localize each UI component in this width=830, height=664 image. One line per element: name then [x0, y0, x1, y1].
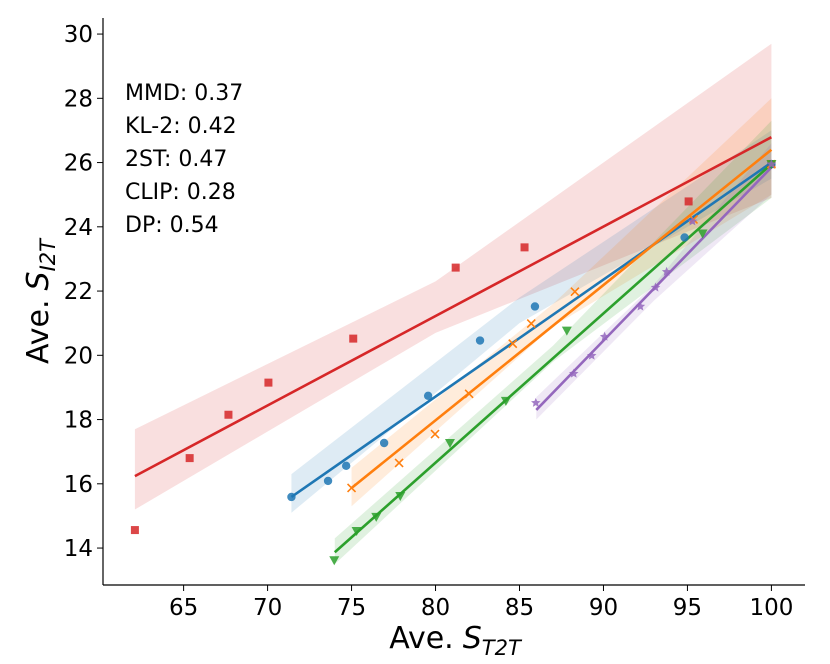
y-tick-label: 14 [64, 536, 93, 562]
confidence-band [134, 43, 772, 510]
point [130, 526, 139, 535]
point [586, 350, 597, 360]
point [351, 527, 362, 537]
y-tick-label: 16 [64, 472, 93, 498]
point [526, 318, 536, 329]
axis-label-subscript: T2T [482, 636, 523, 660]
point [430, 429, 440, 439]
point [684, 197, 693, 206]
point [451, 263, 460, 272]
y-tick-label: 30 [64, 22, 93, 48]
y-tick-label: 20 [64, 343, 93, 369]
annotation: CLIP: 0.28 [125, 180, 236, 205]
fit-line [350, 148, 773, 489]
point [520, 243, 529, 252]
point [561, 326, 572, 336]
y-tick-label: 24 [64, 215, 93, 241]
axis-label: Ave. SI2T [21, 237, 60, 364]
point [287, 492, 296, 502]
point [264, 378, 273, 387]
point [346, 483, 357, 493]
point [349, 334, 358, 343]
axis-label-prefix: Ave. [21, 299, 56, 364]
point [500, 396, 511, 406]
annotation: MMD: 0.37 [125, 81, 243, 106]
point [341, 461, 351, 471]
point [530, 302, 540, 311]
point [531, 397, 541, 407]
x-tick-label: 85 [505, 595, 534, 621]
fit-line [333, 163, 773, 554]
annotation: DP: 0.54 [125, 213, 219, 238]
point [697, 229, 708, 239]
point [394, 458, 404, 468]
point [680, 233, 689, 242]
y-tick-label: 18 [64, 408, 93, 434]
point [323, 476, 333, 486]
axis-label-prefix: Ave. [389, 621, 454, 656]
point [635, 301, 646, 311]
point [475, 336, 485, 345]
x-tick-label: 70 [253, 595, 282, 621]
point [395, 492, 406, 502]
y-tick-label: 26 [64, 151, 93, 177]
point [371, 512, 382, 522]
axis-label-symbol: S [463, 621, 482, 656]
x-tick-label: 95 [673, 595, 702, 621]
point [570, 287, 580, 297]
point [423, 391, 433, 400]
point [508, 339, 518, 349]
point [650, 282, 661, 292]
annotation: 2ST: 0.47 [125, 147, 227, 172]
point [568, 368, 579, 378]
point [464, 389, 474, 399]
x-tick-label: 100 [749, 595, 793, 621]
point [599, 331, 610, 341]
point [185, 454, 194, 463]
y-tick-label: 28 [64, 86, 93, 112]
x-tick-label: 80 [421, 595, 450, 621]
point [687, 216, 698, 226]
annotation: KL-2: 0.42 [125, 114, 237, 139]
x-tick-label: 65 [169, 595, 198, 621]
point [329, 556, 340, 566]
point [379, 438, 389, 448]
y-tick-label: 22 [64, 279, 93, 305]
confidence-band [334, 120, 772, 565]
point [661, 266, 672, 276]
point [444, 439, 455, 449]
confidence-band [291, 130, 772, 513]
x-tick-label: 90 [589, 595, 618, 621]
axis-label: Ave. ST2T [389, 621, 523, 660]
point [766, 159, 777, 169]
point [224, 410, 233, 419]
fit-line [134, 136, 773, 478]
axis-label-subscript: I2T [36, 237, 60, 272]
x-tick-label: 75 [337, 595, 366, 621]
axis-label-symbol: S [21, 271, 56, 290]
